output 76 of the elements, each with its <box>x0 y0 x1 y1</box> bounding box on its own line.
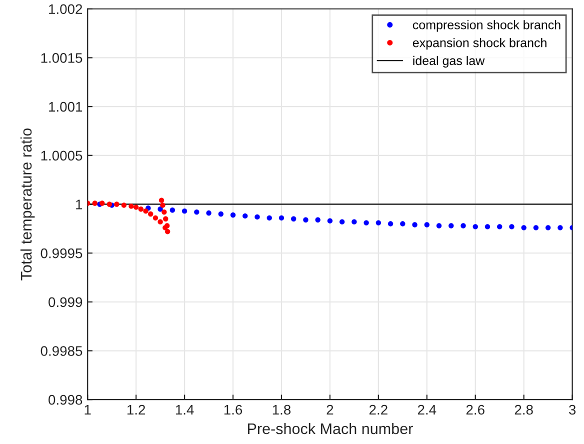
point <box>497 224 502 230</box>
point <box>254 214 260 220</box>
point <box>158 206 163 212</box>
x-tick-label: 1.6 <box>224 404 242 415</box>
point <box>163 216 168 222</box>
point <box>92 200 98 206</box>
y-tick-label: 0.998 <box>48 394 82 405</box>
point <box>194 209 200 215</box>
point <box>133 204 139 210</box>
y-tick-label: 0.9985 <box>40 346 82 356</box>
point <box>138 206 144 212</box>
point <box>121 202 127 208</box>
y-tick-label: 1 <box>76 200 82 210</box>
point <box>158 198 164 203</box>
point <box>509 224 514 230</box>
legend-label: expansion shock branch <box>412 38 546 50</box>
point <box>424 222 430 228</box>
point <box>218 211 224 217</box>
y-tick-label: 1.0005 <box>41 150 82 161</box>
point <box>339 219 345 224</box>
point <box>303 217 308 222</box>
x-tick-label: 1.2 <box>127 404 146 415</box>
point <box>106 202 112 207</box>
legend-label: ideal gas law <box>413 56 485 68</box>
point <box>448 223 454 228</box>
point <box>158 219 163 224</box>
x-tick-label: 2.8 <box>514 404 533 415</box>
legend-label: compression shock branch <box>412 20 560 32</box>
y-tick-label: 1.0015 <box>41 53 82 63</box>
x-tick-label: 2 <box>326 404 334 415</box>
point <box>114 202 120 207</box>
y-tick-label: 0.9995 <box>40 248 82 258</box>
point <box>388 221 394 226</box>
point <box>460 223 466 228</box>
point <box>376 220 382 226</box>
x-tick-label: 2.2 <box>369 404 388 415</box>
x-tick-label: 1.4 <box>176 404 194 415</box>
point <box>206 210 212 216</box>
point <box>472 224 478 230</box>
point <box>162 209 167 215</box>
point <box>170 208 176 213</box>
point <box>230 212 236 218</box>
x-tick-label: 1 <box>84 404 91 415</box>
point <box>364 220 369 226</box>
y-axis-title: Total temperature ratio <box>20 128 35 280</box>
point <box>148 211 154 217</box>
point <box>436 223 442 228</box>
y-tick-label: 1.002 <box>49 4 82 14</box>
y-tick-label: 1.001 <box>49 102 82 112</box>
point <box>352 219 357 224</box>
point <box>521 225 526 230</box>
point <box>100 200 105 206</box>
point <box>400 221 406 226</box>
point <box>128 204 134 209</box>
x-tick-label: 2.4 <box>418 404 436 415</box>
x-axis-title: Pre-shock Mach number <box>248 422 413 434</box>
point <box>182 208 188 214</box>
point <box>143 208 148 214</box>
point <box>291 216 296 222</box>
point <box>315 217 320 222</box>
y-tick-label: 0.999 <box>48 297 82 308</box>
point <box>412 222 418 228</box>
point <box>160 202 166 208</box>
point <box>278 215 284 221</box>
point <box>558 225 563 230</box>
point <box>152 215 158 221</box>
point <box>545 225 551 230</box>
x-tick-label: 1.8 <box>272 404 291 415</box>
point <box>266 215 272 221</box>
point <box>327 218 333 224</box>
point <box>164 228 170 234</box>
point <box>533 225 539 230</box>
point <box>242 213 248 219</box>
point <box>484 224 490 230</box>
x-tick-label: 2.6 <box>466 404 484 415</box>
x-tick-label: 3 <box>568 404 576 415</box>
